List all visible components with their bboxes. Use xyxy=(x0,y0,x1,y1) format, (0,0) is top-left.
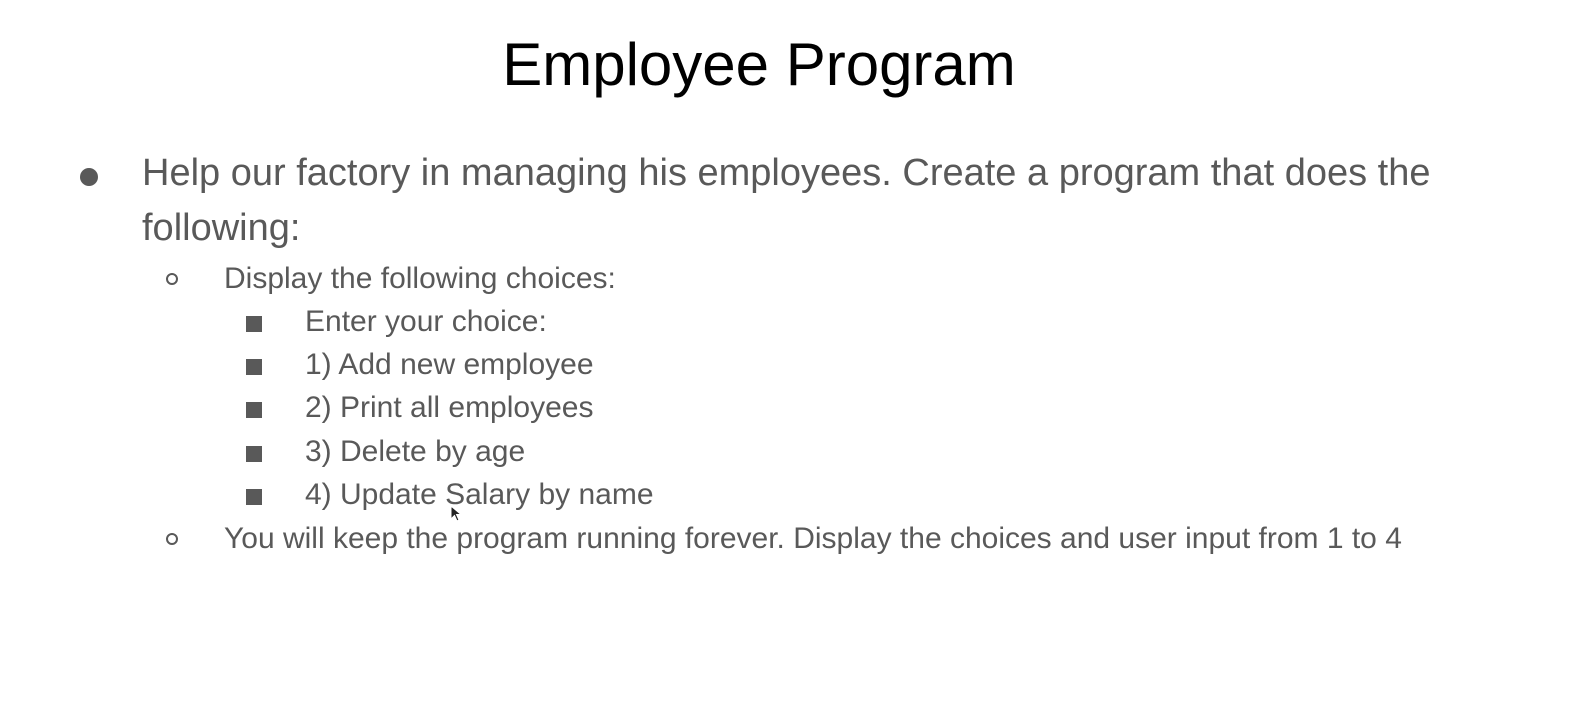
bullet-square-icon xyxy=(246,446,262,462)
choice-item: 4) Update Salary by name xyxy=(305,478,654,511)
slide-title: Employee Program xyxy=(502,31,1016,98)
mouse-cursor-icon xyxy=(450,505,463,522)
choice-item: 2) Print all employees xyxy=(305,391,594,424)
bullet-circle-icon xyxy=(166,533,178,545)
bullet-square-icon xyxy=(246,402,262,418)
choice-item: 3) Delete by age xyxy=(305,435,526,468)
sub-point-display-choices: Display the following choices: xyxy=(224,262,616,295)
choice-item: 1) Add new employee xyxy=(305,348,594,381)
main-point-text: Help our factory in managing his employe… xyxy=(142,152,1431,249)
bullet-square-icon xyxy=(246,489,262,505)
choice-item: Enter your choice: xyxy=(305,305,547,338)
sub-point-keep-running: You will keep the program running foreve… xyxy=(224,522,1402,555)
bullet-circle-icon xyxy=(166,273,178,285)
bullet-square-icon xyxy=(246,316,262,332)
bullet-square-icon xyxy=(246,359,262,375)
bullet-disc-icon xyxy=(80,168,98,186)
